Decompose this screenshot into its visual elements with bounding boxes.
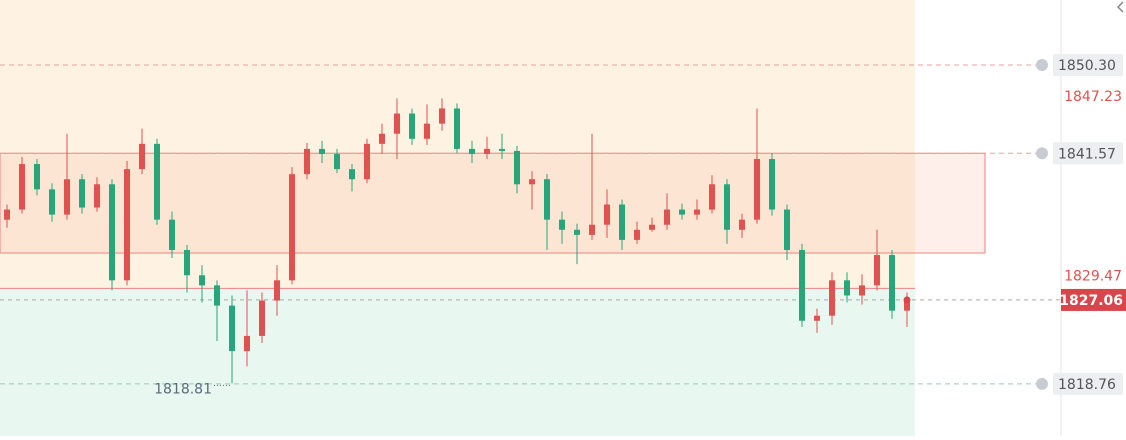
alert-label: 1818.76: [1058, 377, 1116, 393]
candle-body: [199, 275, 205, 286]
candle-body: [649, 224, 655, 230]
candle-body: [394, 113, 400, 134]
candle-body: [844, 280, 850, 296]
candle-body: [589, 224, 595, 235]
candle-body: [529, 179, 535, 185]
candle-body: [454, 108, 460, 149]
candle-body: [559, 219, 565, 230]
candle-body: [259, 300, 265, 336]
price-marker: 1829.47: [1064, 269, 1122, 285]
candle-body: [379, 133, 385, 144]
candle-body: [679, 209, 685, 215]
last-dot: [903, 296, 911, 304]
candle-body: [739, 219, 745, 230]
bell-icon: [1036, 377, 1048, 390]
candle-body: [289, 174, 295, 281]
alert-label-box: [1053, 142, 1123, 165]
candle-body: [694, 209, 700, 215]
candle-body: [109, 184, 115, 281]
range-box: [0, 152, 986, 254]
alert-label: 1841.57: [1058, 146, 1116, 162]
low-annotation: 1818.81: [154, 381, 212, 397]
candle-body: [124, 169, 130, 281]
candle-body: [484, 148, 490, 154]
candle-body: [4, 209, 10, 220]
last-price-label: 1827.06: [1059, 293, 1123, 309]
bell-icon: [1036, 147, 1048, 160]
candle-body: [349, 169, 355, 180]
bell-icon: [1036, 59, 1048, 72]
candle-body: [64, 179, 70, 215]
candle-body: [34, 164, 40, 190]
candle-body: [364, 143, 370, 180]
candle-body: [904, 299, 910, 311]
candle-body: [889, 255, 895, 311]
alert-label-box: [1053, 372, 1123, 395]
last-price-box: [1061, 288, 1126, 311]
alert-label: 1850.30: [1058, 58, 1116, 74]
candle-body: [514, 150, 520, 185]
candle-body: [784, 209, 790, 250]
candle-body: [499, 148, 505, 151]
candle-body: [424, 123, 430, 139]
candle-body: [214, 285, 220, 306]
candle-body: [409, 113, 415, 139]
candle-body: [79, 179, 85, 208]
lower-zone: [0, 288, 915, 436]
candle-body: [634, 229, 640, 240]
candle-body: [709, 184, 715, 210]
price-marker: 1847.23: [1064, 89, 1122, 105]
candle-body: [244, 335, 250, 352]
alert-label-box: [1053, 54, 1123, 77]
candle-body: [664, 209, 670, 225]
candle-body: [304, 148, 310, 175]
candle-body: [814, 315, 820, 321]
candle-body: [334, 153, 340, 170]
candle-body: [754, 159, 760, 220]
candle-body: [49, 189, 55, 215]
candle-body: [859, 285, 865, 296]
candle-body: [19, 164, 25, 210]
candle-body: [319, 148, 325, 154]
candle-body: [724, 184, 730, 230]
candle-body: [799, 249, 805, 321]
candle-body: [829, 280, 835, 316]
candle-body: [94, 184, 100, 208]
candle-body: [274, 280, 280, 301]
candle-body: [169, 219, 175, 250]
candle-body: [574, 229, 580, 235]
candle-body: [139, 143, 145, 170]
candle-body: [229, 305, 235, 352]
candle-body: [154, 143, 160, 220]
candle-body: [184, 249, 190, 276]
candle-body: [619, 204, 625, 240]
candle-body: [604, 204, 610, 225]
collapse-button[interactable]: [1116, 1, 1124, 13]
candle-body: [544, 179, 550, 220]
candle-body: [769, 159, 775, 210]
candle-body: [439, 108, 445, 124]
candle-body: [874, 255, 880, 286]
candle-body: [469, 148, 475, 154]
